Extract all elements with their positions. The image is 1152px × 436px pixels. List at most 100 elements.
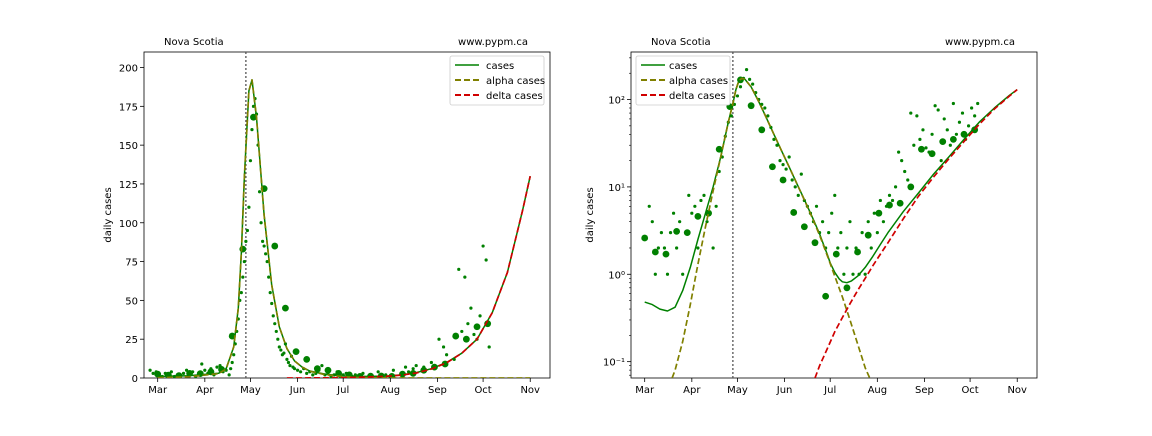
x-tick-label: May [240, 385, 261, 396]
x-tick-label: Jul [336, 385, 349, 396]
weekly-average-point [907, 183, 915, 191]
daily-case-point [970, 106, 974, 110]
daily-case-point [796, 193, 800, 197]
legend-cases-label: cases [669, 61, 697, 72]
legend-delta-label: delta cases [669, 91, 726, 102]
daily-case-point [814, 204, 819, 208]
daily-case-point [781, 163, 785, 167]
daily-case-point [735, 94, 740, 98]
plot-content [641, 68, 1018, 378]
daily-case-point [872, 211, 876, 215]
weekly-average-point [662, 250, 670, 258]
daily-case-point [711, 246, 715, 250]
series-line-delta-cases [814, 88, 1018, 378]
daily-case-point [787, 155, 791, 159]
daily-case-point [875, 230, 879, 235]
daily-case-point [262, 244, 266, 248]
daily-case-point [264, 252, 268, 256]
weekly-average-point [250, 113, 257, 121]
x-tick-label: Apr [683, 385, 701, 396]
x-tick-label: Aug [381, 385, 401, 396]
daily-case-point [866, 220, 870, 224]
daily-case-point [951, 101, 955, 106]
log-data-marks [641, 52, 1018, 378]
daily-case-point [671, 211, 676, 215]
daily-case-point [247, 205, 251, 209]
daily-case-point [751, 82, 755, 86]
daily-case-point [376, 370, 380, 374]
daily-case-point [151, 371, 155, 375]
daily-case-point [702, 193, 706, 197]
weekly-average-point [875, 209, 883, 217]
daily-case-point [668, 230, 673, 235]
y-tick-label: 10² [608, 96, 625, 107]
daily-case-point [478, 314, 482, 318]
daily-case-point [933, 104, 937, 108]
weekly-average-point [651, 248, 659, 256]
daily-case-point [784, 167, 788, 171]
x-tick-label: Oct [474, 385, 491, 396]
daily-case-point [285, 357, 289, 361]
daily-case-point [878, 198, 882, 203]
daily-case-point [699, 198, 703, 203]
daily-case-point [906, 178, 910, 182]
legend-delta-label: delta cases [486, 91, 543, 102]
weekly-average-point [239, 245, 247, 253]
daily-case-point [687, 193, 691, 197]
weekly-average-point [747, 102, 755, 110]
y-tick-label: 100 [119, 219, 138, 230]
weekly-average-point [324, 366, 332, 374]
linear-y-axis-label: daily cases [103, 187, 114, 242]
daily-case-point [887, 193, 892, 197]
daily-case-point [966, 124, 971, 128]
y-tick-label: 125 [119, 180, 138, 191]
daily-case-point [414, 363, 418, 368]
weekly-average-point [641, 234, 649, 242]
linear-plot-area [143, 51, 551, 379]
x-tick-label: Sep [915, 385, 934, 396]
y-tick-label: 10⁻¹ [603, 358, 625, 369]
series-line-delta-cases [286, 176, 532, 378]
daily-case-point [921, 128, 925, 132]
daily-case-point [881, 220, 886, 224]
daily-case-point [851, 272, 855, 276]
daily-case-point [656, 246, 660, 250]
daily-case-point [930, 132, 934, 136]
weekly-average-point [843, 284, 851, 292]
weekly-average-point [886, 201, 893, 209]
daily-case-point [924, 146, 928, 150]
daily-case-point [845, 246, 849, 250]
x-tick-label: Nov [1007, 385, 1027, 396]
log-header-right: www.pypm.ca [945, 37, 1015, 48]
weekly-average-point [313, 365, 321, 373]
daily-case-point [406, 370, 411, 374]
weekly-average-point [896, 199, 904, 207]
daily-case-point [484, 258, 488, 262]
daily-case-point [311, 373, 315, 377]
y-tick-label: 175 [119, 102, 138, 113]
daily-case-point [647, 204, 651, 208]
daily-case-point [903, 169, 907, 174]
daily-case-point [833, 193, 837, 197]
daily-case-point [976, 101, 980, 106]
daily-case-point [460, 329, 464, 334]
weekly-average-point [939, 138, 947, 146]
linear-legend-box [449, 55, 545, 106]
daily-case-point [215, 365, 219, 369]
y-tick-label: 200 [119, 64, 138, 75]
weekly-average-point [758, 126, 766, 134]
daily-case-point [232, 353, 236, 357]
daily-case-point [203, 368, 207, 372]
daily-case-point [299, 370, 303, 374]
daily-case-point [270, 301, 274, 306]
x-tick-label: Jun [776, 385, 793, 396]
daily-case-point [839, 230, 843, 235]
daily-case-point [954, 132, 959, 136]
daily-case-point [230, 360, 234, 365]
daily-case-point [466, 322, 470, 326]
daily-case-point [292, 367, 297, 371]
daily-case-point [662, 246, 667, 250]
y-tick-label: 150 [119, 141, 138, 152]
log-chart-panel: Nova Scotia www.pypm.ca daily cases Mar A… [585, 37, 1038, 396]
weekly-average-point [282, 304, 289, 312]
